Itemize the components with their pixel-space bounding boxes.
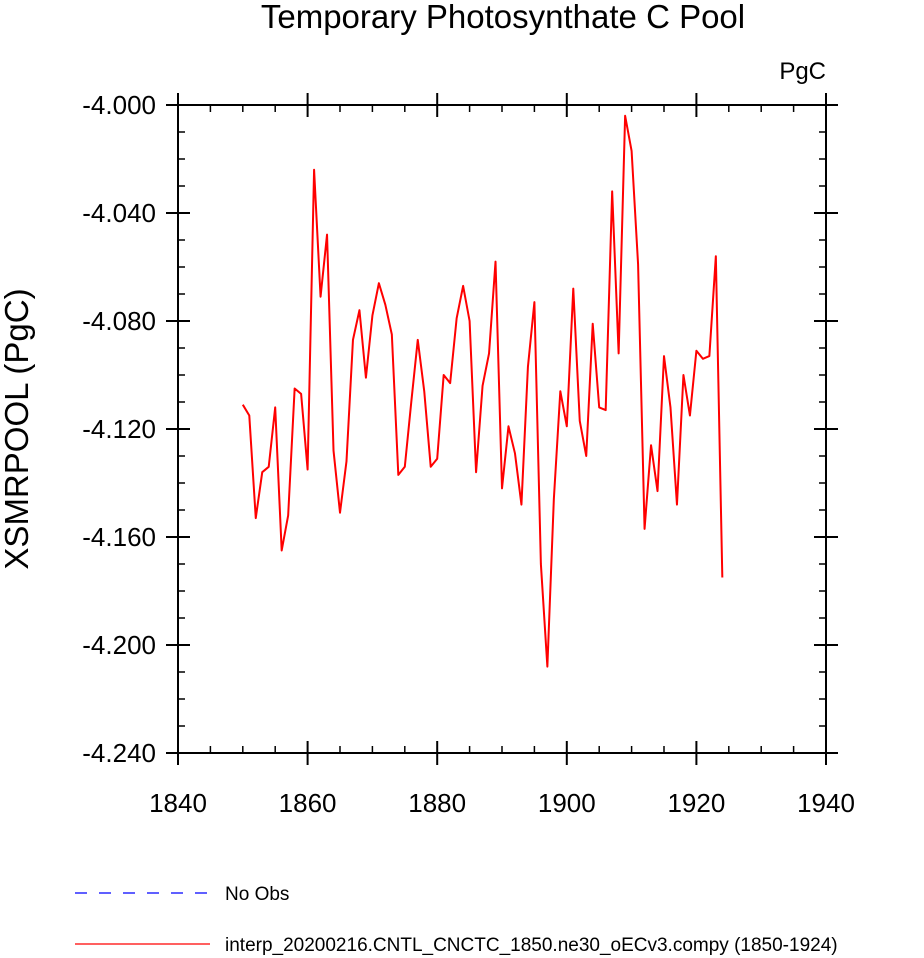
x-tick-labels: 1840 1860 1880 1900 1920 1940 [149,788,855,818]
x-tick-label: 1900 [538,788,596,818]
y-tick-label: -4.160 [82,522,156,552]
y-tick-label: -4.000 [82,90,156,120]
chart-title: Temporary Photosynthate C Pool [261,0,745,35]
x-tick-label: 1840 [149,788,207,818]
y-tick-label: -4.200 [82,630,156,660]
y-tick-label: -4.120 [82,414,156,444]
series-line-1 [241,114,724,668]
legend: No Obs interp_20200216.CNTL_CNCTC_1850.n… [75,884,838,956]
series-layer [241,114,724,668]
major-ticks [166,93,838,765]
y-tick-labels: -4.000 -4.040 -4.080 -4.120 -4.160 -4.200 -4.2… [82,90,156,768]
y-tick-label: -4.240 [82,738,156,768]
x-tick-label: 1860 [279,788,337,818]
minor-ticks [178,105,826,753]
x-tick-label: 1940 [797,788,855,818]
legend-label-model: interp_20200216.CNTL_CNCTC_1850.ne30_oEC… [225,935,838,956]
y-axis-label: XSMRPOOL (PgC) [0,288,35,569]
x-tick-label: 1920 [667,788,725,818]
x-tick-label: 1880 [408,788,466,818]
y-tick-label: -4.040 [82,198,156,228]
units-label: PgC [779,58,826,85]
legend-label-no-obs: No Obs [225,884,289,905]
y-tick-label: -4.080 [82,306,156,336]
plot-frame [177,104,827,754]
